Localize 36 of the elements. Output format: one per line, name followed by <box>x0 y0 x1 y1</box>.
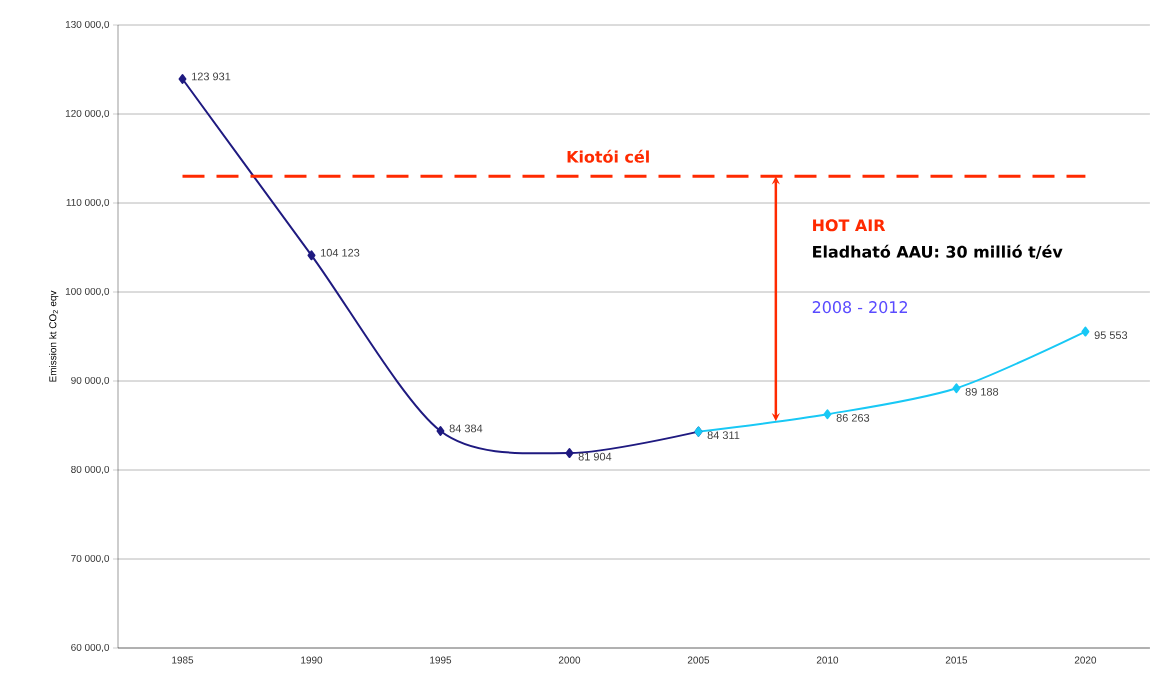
point <box>307 250 316 261</box>
data-label: 84 384 <box>449 424 483 433</box>
point <box>565 448 574 459</box>
x-tick-label: 2020 <box>1074 656 1097 664</box>
data-label: 81 904 <box>578 452 612 461</box>
x-tick-label: 1990 <box>301 656 323 664</box>
x-tick-label: 1995 <box>430 656 452 664</box>
x-tick-label: 2000 <box>558 656 581 664</box>
data-label: 95 553 <box>1094 331 1128 340</box>
y-tick-label: 110 000,0 <box>66 198 110 208</box>
point <box>1081 326 1090 337</box>
x-tick-label: 1985 <box>172 656 194 664</box>
x-tick-label: 2005 <box>687 656 710 664</box>
annotation: Eladható AAU: 30 millió t/év <box>813 244 1063 260</box>
y-tick-label: 90 000,0 <box>71 376 110 386</box>
y-tick-label: 80 000,0 <box>71 465 110 475</box>
y-tick-label: 60 000,0 <box>71 643 110 653</box>
annotation: HOT AIR <box>813 219 886 232</box>
y-axis-title: Emission kt CO$_{2}$ eqv <box>49 290 59 382</box>
point <box>436 426 445 436</box>
data-label: 123 931 <box>192 72 231 81</box>
x-tick-label: 2015 <box>945 656 968 664</box>
point <box>178 74 187 84</box>
y-tick-label: 100 000,0 <box>65 287 110 297</box>
data-label: 89 188 <box>965 387 999 396</box>
y-tick-label: 120 000,0 <box>65 109 110 119</box>
data-label: 86 263 <box>836 413 870 422</box>
annotation: 2008 - 2012 <box>812 301 907 314</box>
point <box>952 383 961 394</box>
data-label: 84 311 <box>707 431 740 440</box>
y-tick-label: 70 000,0 <box>71 554 110 564</box>
data-label: 104 123 <box>321 248 360 257</box>
y-tick-label: 130 000,0 <box>65 20 110 30</box>
point <box>823 409 832 420</box>
x-tick-label: 2010 <box>816 656 839 664</box>
ref-line-label: Kiotói cél <box>567 149 649 163</box>
